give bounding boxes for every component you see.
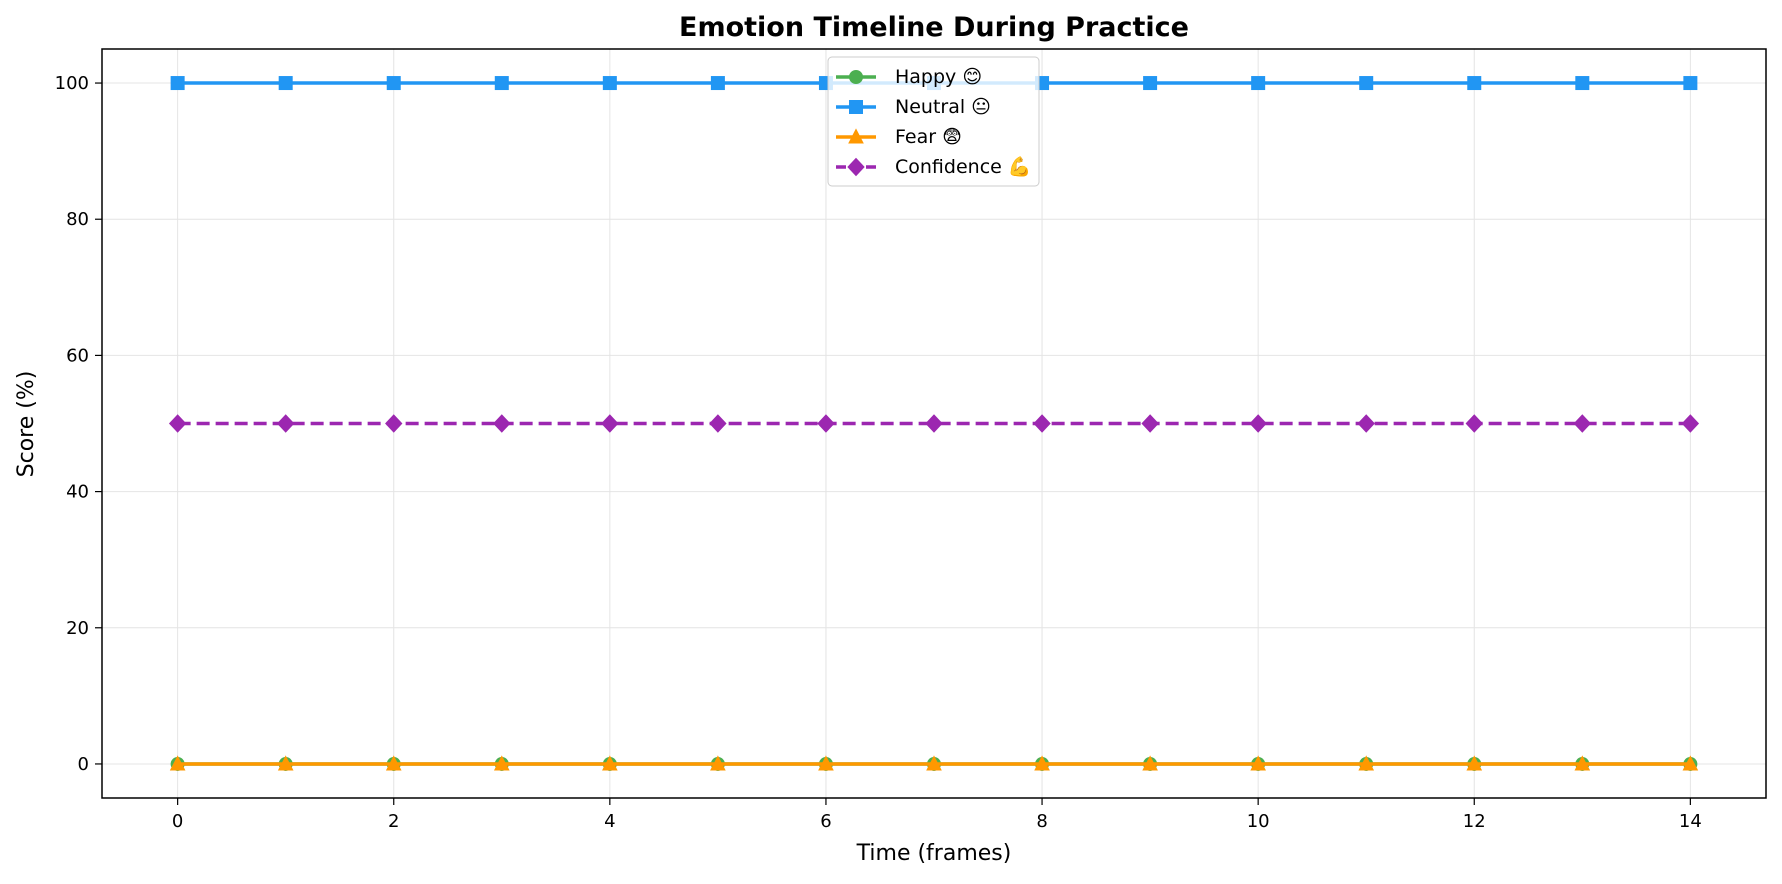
data-point (277, 414, 295, 433)
series-2 (169, 755, 1699, 771)
data-point (386, 76, 401, 91)
legend: Happy 😊 Neutral 😐 Fear 😨 Confidence 💪 (827, 56, 1040, 187)
legend-marker (849, 70, 863, 84)
data-point (1574, 755, 1591, 771)
data-point (278, 76, 293, 91)
legend-marker (849, 100, 863, 114)
legend-entry: Fear 😨 (836, 126, 962, 148)
data-point (1249, 414, 1267, 433)
x-tick-label: 14 (1679, 811, 1702, 832)
data-point (1141, 414, 1159, 433)
x-tick-label: 6 (820, 811, 831, 832)
x-tick-label: 8 (1036, 811, 1047, 832)
x-tick-label: 4 (604, 811, 615, 832)
data-point (1033, 414, 1051, 433)
data-point (1251, 76, 1266, 91)
y-tick-label: 40 (66, 482, 89, 503)
data-point (1683, 76, 1698, 91)
x-tick-label: 10 (1247, 811, 1270, 832)
legend-label: Confidence 💪 (895, 155, 1032, 178)
legend-box (827, 56, 1040, 187)
data-point (602, 76, 617, 91)
y-tick-label: 80 (66, 209, 89, 230)
x-tick-label: 0 (172, 811, 183, 832)
y-tick-label: 20 (66, 618, 89, 639)
data-point (1573, 414, 1591, 433)
data-point (1575, 76, 1590, 91)
series-3 (168, 414, 1700, 433)
data-point (385, 755, 402, 771)
data-point (1250, 755, 1266, 771)
data-point (1465, 414, 1483, 433)
data-point (1682, 755, 1699, 771)
data-point (1142, 755, 1158, 771)
data-point (925, 414, 943, 433)
legend-label: Happy 😊 (895, 66, 982, 88)
legend-entry: Confidence 💪 (836, 155, 1032, 178)
x-tick-label: 12 (1463, 811, 1486, 832)
data-point (1466, 755, 1483, 771)
data-point (170, 76, 185, 91)
data-point (493, 755, 510, 771)
data-point (818, 755, 834, 771)
legend-entry: Neutral 😐 (836, 96, 991, 118)
plot-frame (101, 48, 1767, 799)
data-point (168, 414, 187, 433)
data-point (709, 414, 727, 433)
x-tick-label: 2 (388, 811, 399, 832)
data-point (494, 76, 509, 91)
data-point (1467, 76, 1482, 91)
data-point (710, 76, 725, 91)
data-point (1359, 76, 1374, 91)
x-axis-label: Time (frames) (856, 841, 1012, 866)
data-point (817, 414, 835, 433)
data-point (493, 414, 511, 433)
data-point (710, 755, 726, 771)
legend-marker (847, 157, 865, 177)
data-point (385, 414, 403, 433)
data-point (1143, 76, 1158, 91)
legend-entry: Happy 😊 (836, 66, 982, 88)
data-point (1034, 755, 1050, 771)
data-point (1358, 755, 1375, 771)
y-tick-label: 0 (78, 754, 89, 775)
data-point (1681, 414, 1700, 433)
data-point (277, 755, 294, 771)
chart-title: Emotion Timeline During Practice (679, 12, 1189, 43)
y-axis-label: Score (%) (14, 371, 39, 478)
data-point (926, 755, 942, 771)
legend-label: Neutral 😐 (895, 96, 991, 118)
data-point (601, 414, 619, 433)
data-point (602, 755, 618, 771)
legend-label: Fear 😨 (895, 126, 962, 148)
y-tick-label: 60 (66, 345, 89, 366)
y-tick-label: 100 (55, 73, 89, 94)
legend-marker (848, 128, 864, 144)
data-point (169, 755, 186, 771)
ticks: 0 2 4 6 8 10 12 14 0 20 40 60 80 100 (55, 73, 1702, 832)
data-point (1357, 414, 1375, 433)
